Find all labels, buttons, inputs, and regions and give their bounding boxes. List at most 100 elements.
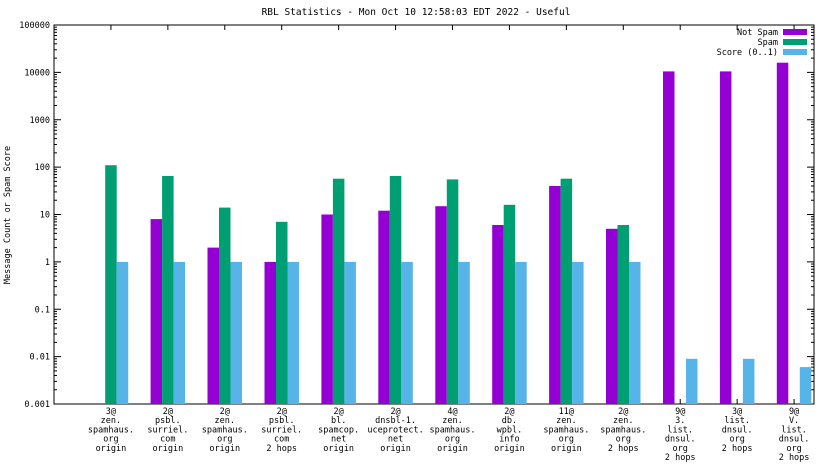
bars-layer (105, 62, 812, 405)
bar-score (173, 261, 186, 404)
bar-score (799, 367, 812, 404)
bar-spam (560, 178, 573, 404)
x-tick-label-line: 3@ (106, 407, 116, 417)
x-tick-label-line: 9@ (789, 407, 799, 417)
x-tick-label: 11@ zen. spamhaus. org origin (543, 407, 589, 454)
x-tick-label-line: psbl. (269, 416, 295, 426)
x-tick-label-line: org (559, 435, 574, 445)
x-tick-label-line: origin (494, 444, 525, 454)
x-tick-label: 2@ db. wpbl. info origin (494, 407, 525, 454)
x-tick-label-line: dnsul. (665, 435, 696, 445)
y-tick-label: 1 (45, 258, 50, 268)
x-tick-label-line: dnsbl-1. (375, 416, 416, 426)
y-tick-label: 10000 (24, 68, 50, 78)
x-tick-label: 2@ psbl. surriel. com origin (147, 407, 188, 454)
bar-not-spam (150, 219, 163, 404)
x-tick-label: 4@ zen. spamhaus. org origin (429, 407, 475, 454)
x-tick-label: 9@ V. list. dnsul. org 2 hops (779, 407, 810, 463)
x-tick-label-line: uceprotect. (367, 425, 423, 435)
y-tick-label: 0.01 (30, 353, 50, 363)
legend-label: Spam (758, 38, 778, 48)
x-tick-label: 9@ 3. list. dnsul. org 2 hops (665, 407, 696, 463)
x-tick-label-line: 2 hops (665, 453, 696, 463)
x-tick-label-line: spamhaus. (543, 425, 589, 435)
x-tick-label-line: net (388, 435, 403, 445)
legend-label: Not Spam (737, 28, 778, 38)
bar-score (230, 261, 242, 404)
x-tick-label-line: dnsul. (722, 425, 753, 435)
x-tick-label-line: zen. (101, 416, 121, 426)
x-tick-label-line: psbl. (155, 416, 181, 426)
x-tick-label-line: 3. (675, 416, 685, 426)
x-tick-label-line: 11@ (559, 407, 574, 417)
x-tick-label-line: 4@ (447, 407, 457, 417)
x-tick-label-line: com (274, 435, 289, 445)
y-axis-label: Message Count or Spam Score (3, 146, 13, 284)
bar-not-spam (321, 214, 333, 404)
y-tick-label: 1000 (30, 116, 50, 126)
bar-spam (332, 178, 345, 404)
bar-score (572, 261, 584, 404)
x-tick-label-line: 9@ (675, 407, 685, 417)
bar-not-spam (378, 210, 390, 404)
x-tick-label-line: org (673, 444, 688, 454)
x-tick-label-line: 2@ (390, 407, 400, 417)
bar-spam (503, 204, 516, 404)
bar-not-spam (492, 225, 504, 404)
legend-swatch (783, 39, 807, 45)
bar-score (515, 261, 527, 404)
x-tick-label-line: 2@ (334, 407, 344, 417)
x-tick-label-line: org (786, 444, 801, 454)
bar-not-spam (207, 247, 219, 404)
x-tick-label-line: org (729, 435, 744, 445)
bar-score (344, 261, 356, 404)
x-tick-label-line: spamhaus. (202, 425, 248, 435)
bar-not-spam (435, 206, 447, 404)
bar-not-spam (663, 71, 675, 405)
x-tick-label-line: 2@ (504, 407, 514, 417)
x-tick-label: 2@ psbl. surriel. com 2 hops (261, 407, 302, 454)
bar-spam (446, 179, 459, 404)
x-tick-label: 2@ zen. spamhaus. org origin (202, 407, 248, 454)
x-tick-label-line: bl. (331, 416, 346, 426)
x-tick-label: 2@ zen. spamhaus. org 2 hops (600, 407, 646, 454)
bar-spam (617, 225, 629, 404)
bar-spam (276, 221, 288, 404)
bar-score (742, 358, 755, 404)
bar-spam (389, 176, 402, 404)
x-tick-label-line: origin (551, 444, 582, 454)
bar-not-spam (719, 71, 732, 405)
x-tick-label-line: list. (724, 416, 750, 426)
x-tick-label-line: origin (209, 444, 240, 454)
x-tick-label: 3@ list. dnsul. org 2 hops (722, 407, 753, 454)
x-tick-label-line: 2 hops (608, 444, 639, 454)
bar-not-spam (606, 228, 618, 404)
x-tick-label-line: 2@ (163, 407, 173, 417)
x-tick-label-line: 2 hops (722, 444, 753, 454)
x-tick-label-line: org (103, 435, 118, 445)
x-tick-label-line: surriel. (261, 425, 302, 435)
chart-title: RBL Statistics - Mon Oct 10 12:58:03 EDT… (262, 7, 571, 18)
x-tick-label: 2@ dnsbl-1. uceprotect. net origin (367, 407, 423, 454)
x-tick-label-line: com (160, 435, 175, 445)
bar-spam (162, 176, 174, 404)
x-tick-label-line: origin (152, 444, 183, 454)
x-tick-label-line: 2@ (618, 407, 628, 417)
x-tick-label-line: zen. (613, 416, 633, 426)
x-tick-label-line: net (331, 435, 346, 445)
x-tick-label-line: info (499, 435, 519, 445)
bar-score (686, 358, 698, 404)
bar-spam (219, 207, 231, 404)
x-tick-label-line: V. (789, 416, 799, 426)
bar-score (401, 261, 413, 404)
x-tick-label-line: origin (96, 444, 127, 454)
bar-not-spam (776, 62, 789, 404)
x-tick-label-line: spamhaus. (600, 425, 646, 435)
axes-layer: 0.001 0.01 0.1 1 10 100 1000 10000 100000 (19, 21, 815, 410)
bar-score (629, 261, 641, 404)
bar-score (458, 261, 470, 404)
